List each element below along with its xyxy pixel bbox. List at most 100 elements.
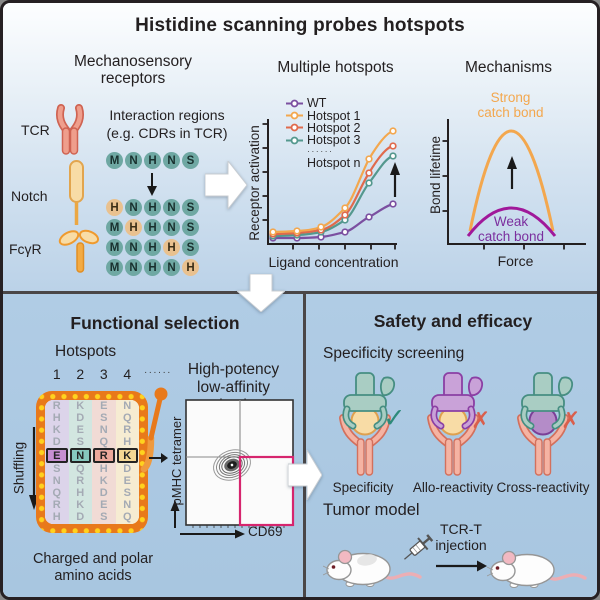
residue: N	[125, 239, 142, 256]
residue-histidine: H	[163, 239, 180, 256]
mechanisms-chart	[442, 119, 586, 250]
residue: N	[163, 219, 180, 236]
legend-label: Hotspot 3	[307, 133, 361, 148]
check-mark-icon: ✓	[383, 403, 406, 433]
flow-arrow-right-icon	[205, 161, 247, 209]
residue: S	[182, 152, 199, 169]
allo-reactivity-label: Allo-reactivity	[412, 480, 494, 495]
x-ticks	[483, 244, 565, 250]
residue-histidine: H	[125, 219, 142, 236]
reel-letters: R H K D	[52, 400, 61, 448]
residue: H	[144, 199, 161, 216]
residue: N	[125, 199, 142, 216]
reel-letters: S N Q R H	[52, 463, 62, 523]
reel-letters: Q R H K D	[75, 463, 85, 523]
weak-catch-bond-label: Weak catch bond	[477, 214, 545, 244]
legend-item-hotspot1: Hotspot 1	[286, 108, 361, 123]
residue: N	[163, 199, 180, 216]
residue: S	[182, 219, 199, 236]
specificity-screening-label: Specificity screening	[323, 345, 465, 362]
weak-catch-bond-curve	[466, 206, 557, 237]
residue: N	[163, 259, 180, 276]
mouse-icon	[487, 550, 587, 588]
horizontal-divider	[3, 291, 597, 294]
notch-receptor-icon	[69, 160, 84, 225]
selected-residue: K	[116, 448, 138, 463]
strong-catch-bond-label: Strong catch bond	[477, 90, 544, 120]
legend-item-hotspot3: Hotspot 3	[286, 133, 361, 148]
cd69-axis-label: CD69	[248, 524, 283, 539]
mouse-icon	[323, 549, 422, 587]
flow-x-ticks	[192, 525, 285, 528]
reel-letters: D E S N Q	[122, 463, 132, 523]
residue: M	[106, 259, 123, 276]
x-ticks	[292, 244, 396, 250]
hotspot-number: 3	[99, 366, 108, 382]
strong-catch-bond-curve	[468, 129, 555, 232]
force-axis-label: Force	[497, 253, 534, 269]
legend-item-wt: WT	[286, 96, 361, 111]
multiple-hotspots-chart	[262, 119, 400, 250]
residue: N	[163, 152, 180, 169]
y-ticks	[442, 140, 448, 212]
flow-arrow-right2-icon	[288, 450, 322, 500]
hotspot-number: 1	[52, 366, 61, 382]
flow-cytometry-plot	[170, 399, 295, 539]
hotspots-ellipsis: ······	[144, 367, 172, 378]
slot-machine-lever-icon	[140, 387, 168, 473]
multiple-hotspots-heading: Multiple hotspots	[277, 59, 394, 76]
bond-lifetime-axis-label: Bond lifetime	[428, 135, 443, 215]
interaction-note: Interaction regions (e.g. CDRs in TCR)	[106, 107, 228, 141]
wt-marker-icon	[286, 99, 303, 108]
injection-arrow-icon	[436, 560, 487, 572]
residue: H	[144, 219, 161, 236]
notch-label: Notch	[11, 188, 48, 204]
selection-gate	[238, 455, 295, 527]
sequence-row-variant-2: M H H N S	[106, 219, 199, 236]
fcgr-receptor-icon	[58, 229, 100, 273]
cross-pmhc-tcr-icon	[517, 372, 574, 476]
reel-letters: H K D E S	[99, 463, 108, 523]
hotspot1-markers	[269, 127, 397, 236]
legend-label: WT	[307, 96, 327, 111]
slot-column-1: R H K D E S N Q R H	[45, 400, 69, 524]
flow-arrow-down-icon	[237, 274, 285, 312]
slot-column-4: N Q R H K D E S N Q	[115, 400, 139, 524]
density-contour	[213, 449, 251, 481]
sequence-row-variant-3: M N H H S	[106, 239, 199, 256]
shuffling-label: Shuffling	[11, 441, 27, 495]
hotspots-legend: WT Hotspot 1 Hotspot 2 Hotspot 3 ······ …	[286, 96, 361, 170]
flow-x-axis-arrow-icon	[180, 529, 245, 539]
residue: M	[106, 152, 123, 169]
selection-arrow-icon	[149, 453, 168, 463]
cross-mark-icon: ✗	[561, 407, 581, 433]
legend-label: Hotspot 1	[307, 108, 361, 123]
increase-arrow-icon	[390, 162, 400, 197]
cross-mark-icon: ✗	[471, 407, 491, 433]
flow-y-axis-arrow-icon	[170, 500, 180, 528]
y-ticks	[262, 123, 268, 221]
sequence-row-wt: M N H N S	[106, 152, 199, 169]
ligand-concentration-axis-label: Ligand concentration	[268, 254, 399, 270]
vertical-divider	[303, 294, 306, 597]
figure-title: Histidine scanning probes hotspots	[135, 15, 465, 36]
allo-pmhc-tcr-icon	[427, 372, 484, 476]
slot-column-2: K D E S N Q R H K D	[68, 400, 92, 524]
residue: H	[144, 152, 161, 169]
slot-machine: R H K D E S N Q R H K D E S N Q R H K D …	[36, 391, 148, 533]
charged-polar-label: Charged and polar amino acids	[32, 551, 154, 585]
specificity-label: Specificity	[332, 480, 394, 495]
slot-column-3: E S N Q R H K D E S	[92, 400, 116, 524]
fcgr-label: FcγR	[9, 241, 42, 257]
increase-arrow-icon	[507, 156, 517, 189]
peptide-fragment-icon	[467, 376, 484, 397]
sequence-row-variant-4: M N H N H	[106, 259, 199, 276]
hotspot-number: 2	[76, 366, 85, 382]
tcr-receptor-icon	[55, 104, 85, 155]
syringe-icon	[404, 534, 434, 560]
residue: H	[144, 259, 161, 276]
residue: S	[182, 239, 199, 256]
specific-pmhc-tcr-icon	[339, 372, 396, 476]
residue: H	[144, 239, 161, 256]
